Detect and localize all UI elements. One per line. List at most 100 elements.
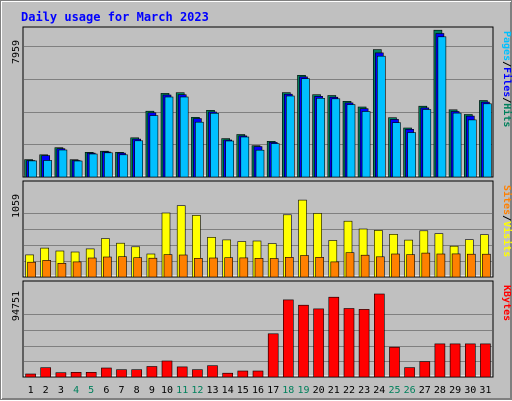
- bar-sites-day-23: [360, 254, 370, 278]
- day-label-11: 11: [176, 385, 188, 396]
- bar-pages-day-1: [28, 160, 37, 178]
- bar-pages-day-19: [301, 78, 310, 178]
- bar-pages-day-18: [285, 95, 295, 178]
- day-label-29: 29: [449, 385, 461, 396]
- bar-kbytes-day-15: [237, 370, 249, 378]
- bar-pages-day-10: [164, 96, 174, 178]
- bar-sites-day-4: [72, 261, 82, 278]
- y-max-label-middle: 1059: [11, 194, 22, 218]
- bar-kbytes-day-20: [313, 308, 324, 378]
- day-label-28: 28: [434, 385, 446, 396]
- bar-sites-day-17: [269, 258, 279, 278]
- y-max-label-bottom: 94751: [11, 291, 22, 321]
- bar-kbytes-day-25: [389, 346, 400, 378]
- bar-kbytes-day-12: [192, 369, 203, 378]
- bar-pages-day-7: [119, 154, 128, 178]
- bar-pages-day-31: [483, 103, 492, 178]
- day-label-17: 17: [267, 385, 279, 396]
- legend-entry-bottom-0: KBytes: [501, 285, 512, 321]
- bar-sites-day-22: [345, 252, 355, 278]
- bar-kbytes-day-3: [55, 372, 67, 378]
- bar-pages-day-11: [179, 96, 189, 178]
- bar-sites-day-21: [330, 261, 340, 278]
- bar-kbytes-day-22: [343, 308, 355, 378]
- bar-sites-day-3: [57, 262, 67, 278]
- day-label-18: 18: [282, 385, 294, 396]
- bar-sites-day-2: [42, 260, 52, 278]
- bar-kbytes-day-26: [404, 367, 415, 378]
- bar-pages-day-21: [331, 98, 341, 178]
- day-label-26: 26: [404, 385, 416, 396]
- day-label-6: 6: [103, 385, 109, 396]
- panel-top: 7959 Pages/Files/Hits: [11, 26, 512, 178]
- bar-pages-day-2: [43, 160, 53, 178]
- bar-pages-day-24: [376, 55, 386, 178]
- bar-kbytes-day-31: [480, 343, 491, 378]
- bar-sites-day-27: [421, 252, 431, 278]
- bar-kbytes-day-13: [207, 365, 218, 378]
- bar-kbytes-day-16: [252, 370, 264, 378]
- bar-kbytes-day-2: [40, 367, 52, 378]
- day-label-20: 20: [313, 385, 325, 396]
- bar-pages-day-13: [210, 113, 219, 178]
- bar-sites-day-14: [224, 257, 233, 278]
- day-label-22: 22: [343, 385, 355, 396]
- bar-sites-day-31: [482, 253, 491, 278]
- bar-kbytes-day-24: [373, 293, 385, 378]
- day-label-16: 16: [252, 385, 264, 396]
- day-label-25: 25: [388, 385, 400, 396]
- y-max-label-top: 7959: [11, 40, 22, 64]
- day-label-10: 10: [161, 385, 173, 396]
- bar-kbytes-day-30: [464, 343, 476, 378]
- series-kbytes: [25, 293, 491, 378]
- bar-pages-day-28: [437, 36, 447, 178]
- day-label-24: 24: [373, 385, 385, 396]
- bar-kbytes-day-9: [146, 366, 158, 378]
- day-label-14: 14: [222, 385, 234, 396]
- legend-entry-top-0: Pages: [501, 31, 512, 61]
- bar-kbytes-day-18: [282, 299, 294, 378]
- day-label-21: 21: [328, 385, 340, 396]
- day-labels: 1 2 3 4 5 6 7 8 9 10 11 12 13 14 15 16 17 18 19 20 21 22 23 24 2…: [28, 385, 492, 396]
- legend-entry-middle-0: Sites: [501, 185, 512, 215]
- bar-sites-day-9: [148, 257, 158, 278]
- bar-sites-day-8: [133, 257, 142, 278]
- bar-pages-day-4: [73, 160, 83, 178]
- bar-pages-day-6: [104, 152, 113, 178]
- bar-kbytes-day-5: [85, 371, 97, 378]
- day-label-5: 5: [88, 385, 94, 396]
- bar-sites-day-6: [103, 256, 112, 278]
- bar-pages-day-15: [240, 136, 250, 178]
- bar-pages-day-29: [452, 112, 462, 178]
- day-label-12: 12: [191, 385, 203, 396]
- bar-pages-day-27: [422, 109, 432, 178]
- bar-kbytes-day-23: [358, 309, 370, 378]
- bar-pages-day-20: [316, 98, 325, 178]
- bar-sites-day-5: [87, 257, 97, 278]
- day-label-27: 27: [419, 385, 431, 396]
- bar-pages-day-25: [392, 122, 401, 178]
- day-label-3: 3: [58, 385, 64, 396]
- bar-sites-day-11: [178, 254, 188, 278]
- day-label-30: 30: [464, 385, 476, 396]
- bar-kbytes-day-17: [267, 333, 279, 378]
- bar-pages-day-30: [467, 119, 477, 178]
- day-label-9: 9: [149, 385, 155, 396]
- legend-entry-top-1: /: [501, 61, 512, 67]
- bar-kbytes-day-6: [101, 367, 112, 378]
- bar-sites-day-1: [27, 261, 36, 278]
- bar-kbytes-day-14: [222, 372, 233, 378]
- day-label-7: 7: [118, 385, 124, 396]
- bar-pages-day-3: [58, 149, 68, 178]
- bar-sites-day-19: [300, 255, 309, 278]
- bar-sites-day-13: [209, 257, 218, 278]
- bar-pages-day-17: [270, 143, 280, 178]
- bar-pages-day-9: [149, 115, 159, 178]
- panel-bottom: 94751 KBytes: [11, 280, 512, 378]
- bar-sites-day-12: [194, 257, 203, 278]
- legend-entry-middle-1: /: [501, 215, 512, 221]
- day-label-8: 8: [134, 385, 140, 396]
- bar-sites-day-7: [118, 256, 127, 278]
- bar-kbytes-day-7: [116, 369, 127, 378]
